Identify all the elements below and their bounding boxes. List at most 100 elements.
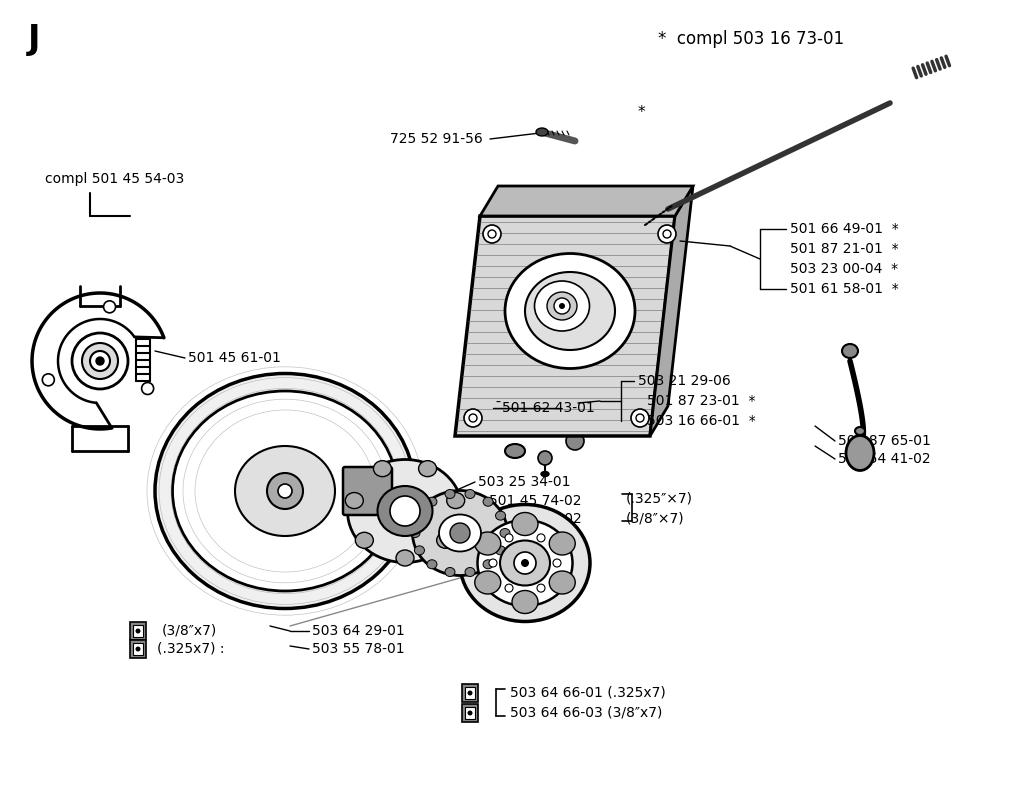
Text: ¯501 62 43-01: ¯501 62 43-01 xyxy=(495,401,595,415)
Ellipse shape xyxy=(536,128,548,136)
Circle shape xyxy=(566,432,584,450)
Circle shape xyxy=(483,225,501,243)
Ellipse shape xyxy=(427,497,437,506)
Circle shape xyxy=(135,629,140,634)
Ellipse shape xyxy=(475,532,501,555)
Ellipse shape xyxy=(415,511,425,520)
Text: 501 45 74-02: 501 45 74-02 xyxy=(489,494,582,508)
Ellipse shape xyxy=(410,529,420,537)
Circle shape xyxy=(537,584,545,592)
Text: 501 45 61-01: 501 45 61-01 xyxy=(188,351,281,365)
Text: 501 87 21-01  *: 501 87 21-01 * xyxy=(790,242,899,256)
Circle shape xyxy=(537,534,545,542)
Circle shape xyxy=(538,451,552,465)
Circle shape xyxy=(469,414,477,422)
Text: 503 64 66-01 (.325x7): 503 64 66-01 (.325x7) xyxy=(510,686,666,700)
Text: 503 64 29-01: 503 64 29-01 xyxy=(312,624,404,638)
Polygon shape xyxy=(480,186,693,216)
Circle shape xyxy=(468,690,472,695)
Circle shape xyxy=(658,225,676,243)
Ellipse shape xyxy=(483,560,494,569)
Text: J: J xyxy=(28,22,41,55)
Ellipse shape xyxy=(477,520,572,606)
Text: 501 66 49-01  *: 501 66 49-01 * xyxy=(790,222,899,236)
Text: 501 87 23-01  *: 501 87 23-01 * xyxy=(647,394,756,408)
Circle shape xyxy=(554,298,570,314)
Circle shape xyxy=(135,646,140,651)
Ellipse shape xyxy=(445,567,455,577)
Ellipse shape xyxy=(505,444,525,458)
Bar xyxy=(133,625,143,637)
Ellipse shape xyxy=(419,461,436,477)
Circle shape xyxy=(631,409,649,427)
Ellipse shape xyxy=(155,373,415,609)
Circle shape xyxy=(103,301,116,313)
Circle shape xyxy=(96,357,104,365)
Polygon shape xyxy=(650,186,693,436)
Ellipse shape xyxy=(347,460,463,562)
Circle shape xyxy=(82,343,118,379)
Text: (.325″×7): (.325″×7) xyxy=(626,492,693,506)
Circle shape xyxy=(90,351,110,371)
Ellipse shape xyxy=(427,560,437,569)
Ellipse shape xyxy=(446,493,465,509)
Text: 501 61 58-01  *: 501 61 58-01 * xyxy=(790,282,899,296)
Circle shape xyxy=(505,534,513,542)
Ellipse shape xyxy=(541,472,549,477)
Ellipse shape xyxy=(465,489,475,498)
Text: 503 25 34-01: 503 25 34-01 xyxy=(478,475,570,489)
Polygon shape xyxy=(455,216,675,436)
Circle shape xyxy=(663,230,671,238)
Text: compl 501 45 54-03: compl 501 45 54-03 xyxy=(45,172,184,186)
Ellipse shape xyxy=(535,281,590,331)
Bar xyxy=(130,622,146,640)
Text: 503 23 00-04  *: 503 23 00-04 * xyxy=(790,262,898,276)
Ellipse shape xyxy=(445,489,455,498)
Circle shape xyxy=(553,559,561,567)
Ellipse shape xyxy=(396,550,414,566)
Text: 501 54 41-02: 501 54 41-02 xyxy=(838,452,931,466)
Circle shape xyxy=(514,552,536,574)
Text: (3/8″×7): (3/8″×7) xyxy=(626,512,685,526)
Text: 503 21 29-06: 503 21 29-06 xyxy=(638,374,731,388)
Ellipse shape xyxy=(345,493,364,509)
Ellipse shape xyxy=(439,514,481,552)
Ellipse shape xyxy=(500,541,550,586)
Circle shape xyxy=(464,409,482,427)
Ellipse shape xyxy=(415,545,425,555)
Text: (3/8″x7): (3/8″x7) xyxy=(162,624,217,638)
Circle shape xyxy=(521,559,529,567)
Bar xyxy=(462,684,478,702)
Circle shape xyxy=(72,333,128,389)
Ellipse shape xyxy=(547,292,577,320)
Ellipse shape xyxy=(512,513,538,536)
Ellipse shape xyxy=(549,571,575,594)
Circle shape xyxy=(141,383,154,395)
Ellipse shape xyxy=(436,533,455,549)
Ellipse shape xyxy=(234,446,335,536)
Text: *: * xyxy=(638,106,645,120)
Ellipse shape xyxy=(525,272,615,350)
Ellipse shape xyxy=(496,511,506,520)
Ellipse shape xyxy=(378,486,432,536)
Ellipse shape xyxy=(846,436,874,470)
Text: 501 87 65-01: 501 87 65-01 xyxy=(838,434,931,448)
Circle shape xyxy=(505,584,513,592)
Ellipse shape xyxy=(355,533,374,549)
FancyBboxPatch shape xyxy=(343,467,392,515)
Ellipse shape xyxy=(172,391,397,591)
Circle shape xyxy=(42,374,54,386)
Circle shape xyxy=(553,416,567,430)
Bar xyxy=(133,643,143,655)
Text: (.325x7) :: (.325x7) : xyxy=(157,642,224,656)
Circle shape xyxy=(636,414,644,422)
Ellipse shape xyxy=(374,461,391,477)
Circle shape xyxy=(488,230,496,238)
Ellipse shape xyxy=(496,545,506,555)
Text: 725 52 91-56: 725 52 91-56 xyxy=(390,132,482,146)
Circle shape xyxy=(390,496,420,526)
Circle shape xyxy=(267,473,303,509)
Ellipse shape xyxy=(855,427,865,435)
Bar xyxy=(130,640,146,658)
Circle shape xyxy=(278,484,292,498)
